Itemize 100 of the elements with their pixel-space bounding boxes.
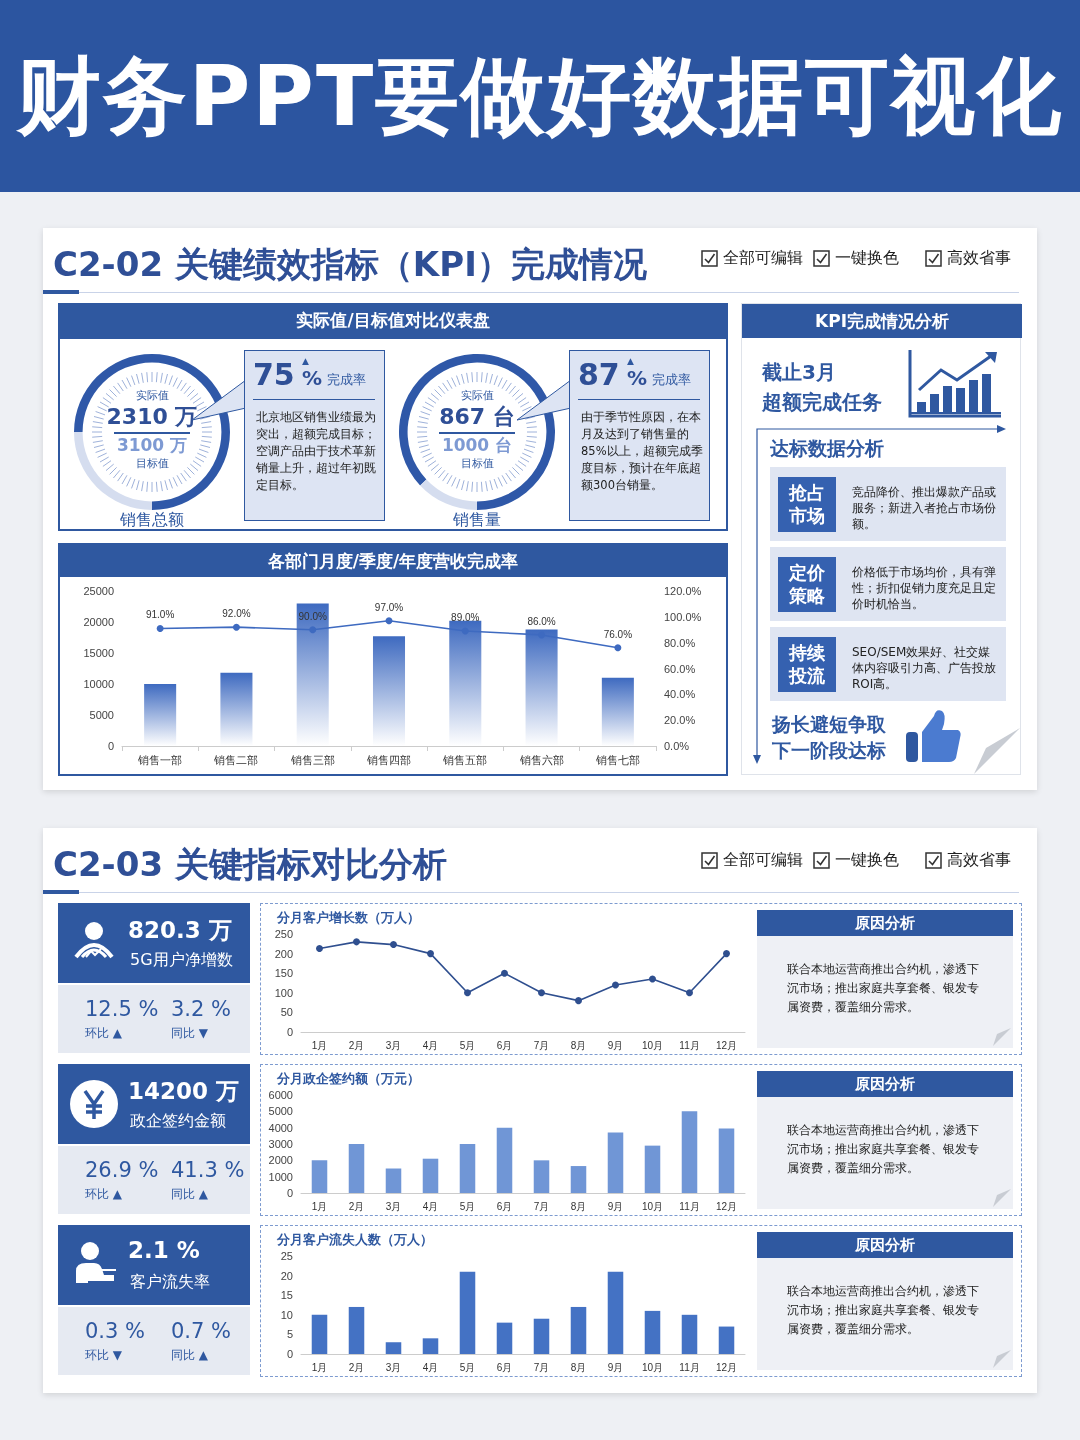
x-tick-label: 2月 [348,1361,365,1373]
text: % [302,366,324,390]
text: 北京地区销售业绩最为突出，超额完成目标；空调产品由于技术革新销量上升，超过年初既定目标。 [256,409,377,494]
point [538,631,546,639]
text: 下一阶段达标 [772,738,887,763]
data-label: 97.0% [374,601,404,613]
text: 达标数据分析 [770,436,885,461]
y-tick-label: 100 [274,986,293,999]
text: 3100 万 [115,434,189,457]
bar [607,1271,624,1354]
bar [385,1168,402,1193]
y2-tick-label: 100.0% [664,610,702,623]
x-tick-label: 5月 [459,1039,476,1051]
x-tick-label: 12月 [715,1361,738,1373]
x-tick-label: 4月 [422,1361,439,1373]
chart-title: 分月客户增长数（万人） [277,909,421,927]
text: SEO/SEM效果好、社交媒体内容吸引力高、广告投放ROI高。 [852,644,997,692]
text: 销售总额 [119,510,185,531]
text: 竞品降价、推出爆款产品或服务；新进入者抢占市场份额。 [852,484,997,532]
x-tick-label: 销售五部 [442,753,488,766]
text: 高效省事 [947,248,1012,269]
bar [496,1322,513,1354]
x-tick-label: 5月 [459,1200,476,1212]
x-tick-label: 销售四部 [366,753,411,766]
chart-title: 分月客户流失人数（万人） [277,1231,434,1249]
text: 客户流失率 [130,1272,211,1293]
text: 联合本地运营商推出合约机，渗透下沉市场；推出家庭共享套餐、银发专属资费，覆盖细分需求。 [787,1122,980,1177]
y-tick-label: 10000 [83,678,114,690]
x-tick-label: 3月 [385,1200,402,1212]
bar [385,1342,402,1354]
text: 政企签约金额 [130,1111,227,1132]
x-tick-label: 9月 [607,1361,624,1373]
text: 环比 ▲ [85,1186,124,1203]
bar [601,677,634,746]
chart-title: 分月政企签约额（万元） [277,1070,421,1088]
x-tick-label: 11月 [679,1361,700,1373]
point [612,981,619,989]
y-tick-label: 20000 [83,616,114,628]
point [649,975,656,983]
y-tick-label: 5000 [268,1105,293,1118]
bar [459,1144,476,1193]
x-tick-label: 8月 [570,1361,587,1373]
point [614,644,622,652]
text: 14200 万 [128,1077,241,1106]
x-tick-label: 7月 [533,1039,550,1051]
text: 截止3月 [762,359,837,386]
x-tick-label: 6月 [496,1039,513,1051]
text: 持续投流 [787,641,826,687]
text: % [627,366,649,390]
point [385,617,393,625]
text: 2310 万 [105,403,199,431]
x-tick-label: 6月 [496,1200,513,1212]
x-tick-label: 3月 [385,1361,402,1373]
x-tick-label: 销售七部 [594,753,640,766]
y-tick-label: 10 [280,1308,293,1321]
text: 原因分析 [854,1075,916,1094]
point [316,945,323,952]
x-tick-label: 2月 [348,1200,365,1212]
point [232,623,240,631]
y-tick-label: 6000 [268,1089,293,1101]
text: 41.3 % [171,1158,246,1182]
y-tick-label: 0 [107,740,114,752]
text: 完成率 [652,371,692,389]
text: 0.7 % [171,1319,233,1343]
point [309,626,317,634]
text: 目标值 [459,456,495,471]
bar [533,1318,550,1354]
x-tick-label: 销售一部 [137,753,183,766]
x-tick-label: 6月 [496,1361,513,1373]
point [427,950,434,958]
text: 一键换色 [835,850,900,871]
x-tick-label: 7月 [533,1361,550,1373]
text: 87 [578,357,621,392]
point [461,627,469,635]
text: ▲ [627,356,635,366]
point [390,941,397,949]
x-tick-label: 5月 [459,1361,476,1373]
bar [681,1314,698,1354]
bar [570,1166,587,1193]
text: 1000 台 [440,434,514,457]
x-tick-label: 10月 [641,1200,664,1212]
text: 超额完成任务 [762,389,883,416]
y2-tick-label: 80.0% [664,636,696,649]
y2-tick-label: 0.0% [664,740,690,752]
x-tick-label: 11月 [679,1200,700,1212]
y-tick-label: 15000 [83,647,114,659]
text: 同比 ▲ [171,1186,210,1203]
point [538,989,545,997]
point [501,969,508,977]
text: 销售量 [452,510,502,531]
y-tick-label: 0 [286,1348,293,1360]
point [723,950,730,958]
bar [718,1326,735,1354]
y-tick-label: 20 [280,1269,293,1282]
bar [533,1160,550,1193]
text: 12.5 % [85,997,160,1021]
data-label: 92.0% [222,608,251,620]
x-tick-label: 1月 [311,1200,328,1212]
x-tick-label: 10月 [641,1361,664,1373]
bar [570,1306,587,1354]
